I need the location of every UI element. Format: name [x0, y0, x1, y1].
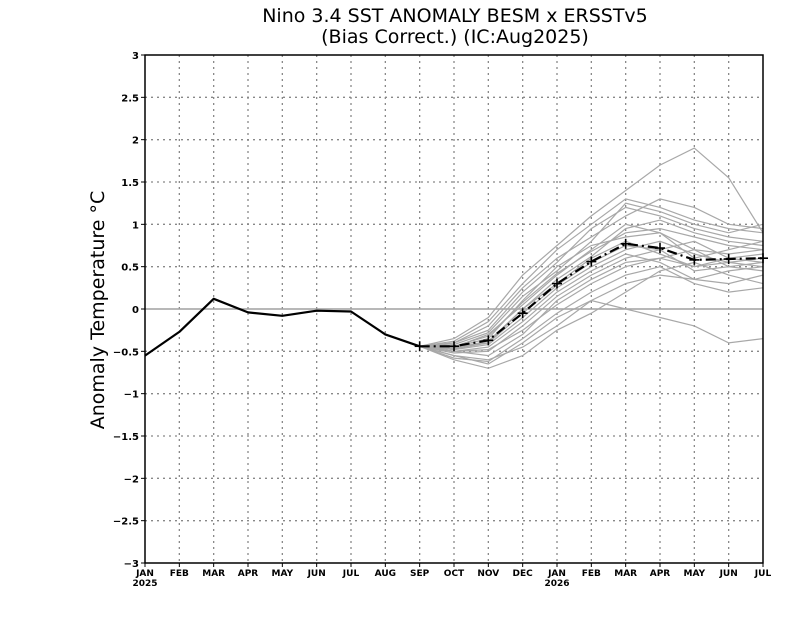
member-line	[419, 240, 764, 351]
ensemble-members	[419, 147, 764, 369]
x-tick-label: MAY	[684, 569, 706, 579]
y-axis-label: Anomaly Temperature °C	[87, 191, 109, 430]
y-tick-label: −2.5	[113, 517, 139, 528]
x-tick-labels: JAN FEB MAR APR MAY JUN JUL AUG SEP OCT NOV DEC JAN F…	[132, 563, 771, 589]
x-tick-label: APR	[650, 569, 671, 579]
y-tick-label: 0	[132, 305, 139, 316]
chart-title: Nino 3.4 SST ANOMALY BESM x ERSSTv5	[262, 5, 648, 27]
y-tick-label: −3	[124, 559, 139, 570]
member-line	[419, 232, 764, 348]
x-tick-label: OCT	[444, 569, 465, 579]
chart-subtitle: (Bias Correct.) (IC:Aug2025)	[321, 26, 589, 48]
x-tick-label: FEB	[582, 569, 601, 579]
member-line	[419, 227, 764, 347]
member-line	[419, 253, 764, 352]
y-tick-label: −0.5	[113, 347, 139, 358]
x-tick-label: APR	[238, 569, 259, 579]
x-tick-label: MAR	[202, 569, 225, 579]
x-tick-label: JUN	[307, 569, 326, 579]
y-tick-label: −1.5	[113, 432, 139, 443]
x-tick-label: JAN	[547, 569, 566, 579]
member-line	[419, 202, 764, 347]
member-line	[419, 257, 764, 357]
member-line	[419, 198, 764, 347]
x-year-label: 2026	[544, 579, 569, 589]
member-line	[419, 299, 764, 365]
y-tick-label: −1	[124, 390, 139, 401]
x-tick-label: MAR	[614, 569, 637, 579]
x-tick-label: DEC	[513, 569, 534, 579]
ensemble-mean-series	[414, 238, 768, 352]
y-tick-label: −2	[124, 474, 139, 485]
x-tick-label: MAY	[272, 569, 294, 579]
x-year-label: 2025	[132, 579, 157, 589]
x-tick-label: JUN	[719, 569, 738, 579]
x-tick-label: JUL	[754, 569, 772, 579]
x-tick-label: NOV	[477, 569, 499, 579]
y-tick-labels: 3 2.5 2 1.5 1 0.5 0 −0.5 −1 −1.5 −2 −2.5 −3	[113, 51, 145, 570]
y-tick-label: 2.5	[121, 93, 139, 104]
y-tick-label: 3	[132, 51, 139, 62]
y-tick-label: 2	[132, 136, 139, 147]
member-line	[419, 261, 764, 369]
x-tick-label: JAN	[135, 569, 154, 579]
member-line	[419, 198, 764, 347]
x-tick-label: JUL	[342, 569, 360, 579]
y-tick-label: 1	[132, 220, 139, 231]
member-line	[419, 147, 764, 347]
x-tick-label: AUG	[375, 569, 396, 579]
y-tick-label: 0.5	[121, 263, 139, 274]
x-tick-label: SEP	[410, 569, 430, 579]
member-line	[419, 249, 764, 352]
observed-series	[144, 297, 421, 357]
y-tick-label: 1.5	[121, 178, 139, 189]
observed-line	[144, 297, 421, 357]
x-tick-label: FEB	[170, 569, 189, 579]
member-line	[419, 266, 764, 363]
mean-line	[419, 242, 764, 348]
member-line	[419, 240, 764, 354]
member-line	[419, 206, 764, 347]
